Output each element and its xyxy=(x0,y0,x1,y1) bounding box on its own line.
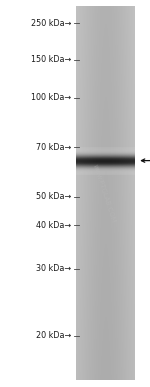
Text: 70 kDa→: 70 kDa→ xyxy=(36,142,71,152)
Text: 20 kDa→: 20 kDa→ xyxy=(36,331,71,341)
Text: 50 kDa→: 50 kDa→ xyxy=(36,192,71,201)
Text: www.PTGLAB.COM: www.PTGLAB.COM xyxy=(92,163,117,224)
Text: 100 kDa→: 100 kDa→ xyxy=(31,93,71,103)
Text: 150 kDa→: 150 kDa→ xyxy=(31,55,71,65)
Text: 40 kDa→: 40 kDa→ xyxy=(36,221,71,230)
Text: 250 kDa→: 250 kDa→ xyxy=(31,19,71,28)
Text: 30 kDa→: 30 kDa→ xyxy=(36,264,71,274)
